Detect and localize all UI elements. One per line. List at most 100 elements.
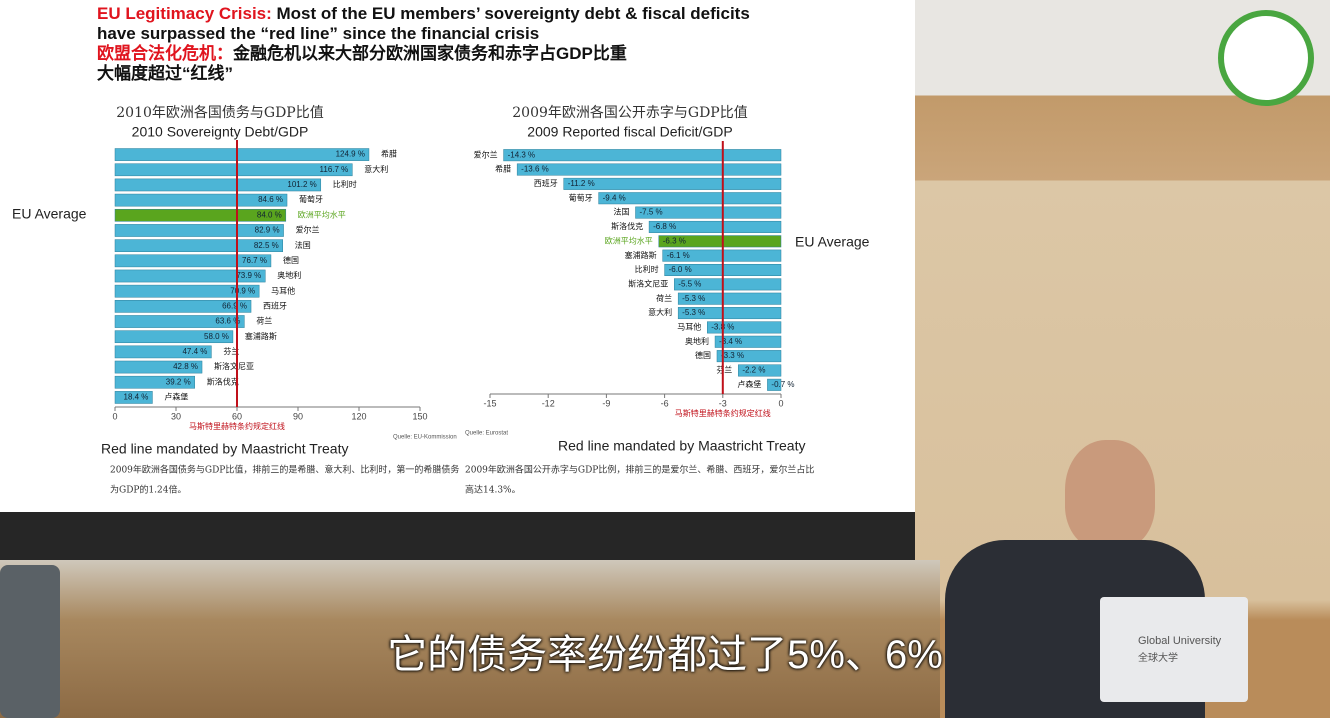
note: Red line mandated by Maastricht Treaty xyxy=(101,441,348,457)
category-label: 斯洛文尼亚 xyxy=(214,361,254,371)
bar xyxy=(767,378,782,391)
value-label: -6.3 % xyxy=(663,236,686,245)
bar xyxy=(114,148,370,161)
category-label: 葡萄牙 xyxy=(569,192,593,202)
chart-subtitle: 2010 Sovereignty Debt/GDP xyxy=(132,124,309,140)
x-tick-label: 150 xyxy=(412,411,427,421)
bar xyxy=(658,235,782,248)
x-tick-label: -6 xyxy=(661,398,669,408)
bar xyxy=(114,360,203,374)
source: Quelle: EU-Kommission xyxy=(393,435,457,441)
bar xyxy=(114,345,212,359)
category-label: 比利时 xyxy=(635,264,659,274)
caption: 高达14.3%。 xyxy=(465,484,521,496)
caption: 2009年欧洲各国债务与GDP比值，排前三的是希腊、意大利、比利时，第一的希腊债… xyxy=(110,464,459,476)
value-label: 63.6 % xyxy=(215,317,240,326)
category-label: 卢森堡 xyxy=(737,379,761,389)
value-label: 18.4 % xyxy=(124,393,149,402)
bar xyxy=(114,163,353,177)
value-label: 66.9 % xyxy=(222,301,247,310)
value-label: 84.0 % xyxy=(257,210,282,219)
charts: 2010年欧洲各国债务与GDP比值 2010 Sovereignty Debt/G… xyxy=(12,105,870,496)
value-label: 101.2 % xyxy=(287,180,316,189)
category-label: 希腊 xyxy=(495,164,511,174)
bar xyxy=(503,149,782,162)
header-red: EU Legitimacy Crisis: xyxy=(97,4,272,23)
value-label: -13.6 % xyxy=(521,165,549,174)
value-label: -2.2 % xyxy=(742,366,765,375)
value-label: -0.7 % xyxy=(771,380,794,389)
screen-frame xyxy=(0,512,915,560)
video-subtitle: 它的债务率纷纷都过了5%、6% xyxy=(387,633,943,677)
value-label: 82.5 % xyxy=(254,241,279,250)
category-label: 欧洲平均水平 xyxy=(605,235,653,245)
bar xyxy=(114,224,284,237)
category-label: 奥地利 xyxy=(685,336,709,346)
bar xyxy=(716,350,782,363)
bar xyxy=(114,391,153,404)
bar xyxy=(707,321,782,334)
reference-label: 马斯特里赫特条约规定红线 xyxy=(189,421,285,431)
value-label: -7.5 % xyxy=(640,208,663,217)
value-label: -11.2 % xyxy=(568,179,595,188)
value-label: -5.5 % xyxy=(678,279,701,288)
laptop: Global University 全球大学 xyxy=(1100,597,1248,702)
bar xyxy=(114,284,260,298)
x-tick-label: -15 xyxy=(483,398,496,408)
category-label: 马耳他 xyxy=(271,285,295,295)
header-text: Most of the EU members’ sovereignty debt… xyxy=(271,4,750,23)
header-line: 欧盟合法化危机：金融危机以来大部分欧洲国家债务和赤字占GDP比重 xyxy=(97,44,750,64)
bar xyxy=(516,163,782,176)
value-label: 82.9 % xyxy=(255,226,280,235)
value-label: 58.0 % xyxy=(204,332,229,341)
bar xyxy=(114,193,288,207)
value-label: 39.2 % xyxy=(166,377,191,386)
caption: 为GDP的1.24倍。 xyxy=(110,484,187,496)
speaker-head xyxy=(1065,440,1155,550)
value-label: -9.4 % xyxy=(603,193,626,202)
value-label: 116.7 % xyxy=(320,165,349,174)
x-tick-label: 120 xyxy=(351,411,366,421)
bar xyxy=(598,192,782,205)
x-tick-label: 0 xyxy=(112,411,117,421)
x-tick-label: 90 xyxy=(293,411,303,421)
value-label: -6.0 % xyxy=(669,265,692,274)
value-label: -6.1 % xyxy=(667,251,690,260)
category-label: 荷兰 xyxy=(256,316,272,326)
header-line: have surpassed the “red line” since the … xyxy=(97,24,540,43)
header-line: EU Legitimacy Crisis: Most of the EU mem… xyxy=(97,4,750,24)
value-label: -5.3 % xyxy=(682,294,705,303)
value-label: 124.9 % xyxy=(336,150,365,159)
logo xyxy=(1218,10,1314,106)
bar xyxy=(114,254,272,268)
chart-subtitle: 2009 Reported fiscal Deficit/GDP xyxy=(527,124,732,140)
chair xyxy=(0,565,60,718)
category-label: 葡萄牙 xyxy=(299,194,323,204)
bar xyxy=(674,278,782,291)
bar xyxy=(114,375,195,389)
category-label: 比利时 xyxy=(333,179,357,189)
value-label: -5.3 % xyxy=(682,308,705,317)
bar xyxy=(648,220,782,233)
laptop-logo: Global University xyxy=(1138,635,1222,647)
bar xyxy=(714,335,782,348)
chart-title: 2009年欧洲各国公开赤字与GDP比值 xyxy=(512,105,747,121)
category-label: 欧洲平均水平 xyxy=(298,209,346,219)
bar xyxy=(563,177,782,190)
category-label: 马耳他 xyxy=(677,322,701,332)
header-text: 金融危机以来大部分欧洲国家债务和赤字占GDP比重 xyxy=(233,44,627,63)
value-label: 84.6 % xyxy=(258,195,283,204)
value-label: 42.8 % xyxy=(173,362,198,371)
category-label: 斯洛文尼亚 xyxy=(628,278,668,288)
category-label: 法国 xyxy=(614,207,630,217)
bar xyxy=(677,292,782,305)
category-label: 斯洛伐克 xyxy=(611,221,643,231)
x-tick-label: -12 xyxy=(542,398,555,408)
value-label: 73.9 % xyxy=(236,271,261,280)
slide-header: EU Legitimacy Crisis: Most of the EU mem… xyxy=(97,4,750,84)
chart-title: 2010年欧洲各国债务与GDP比值 xyxy=(116,105,323,121)
bar xyxy=(114,330,234,344)
category-label: 意大利 xyxy=(648,307,672,317)
bar xyxy=(114,208,287,222)
